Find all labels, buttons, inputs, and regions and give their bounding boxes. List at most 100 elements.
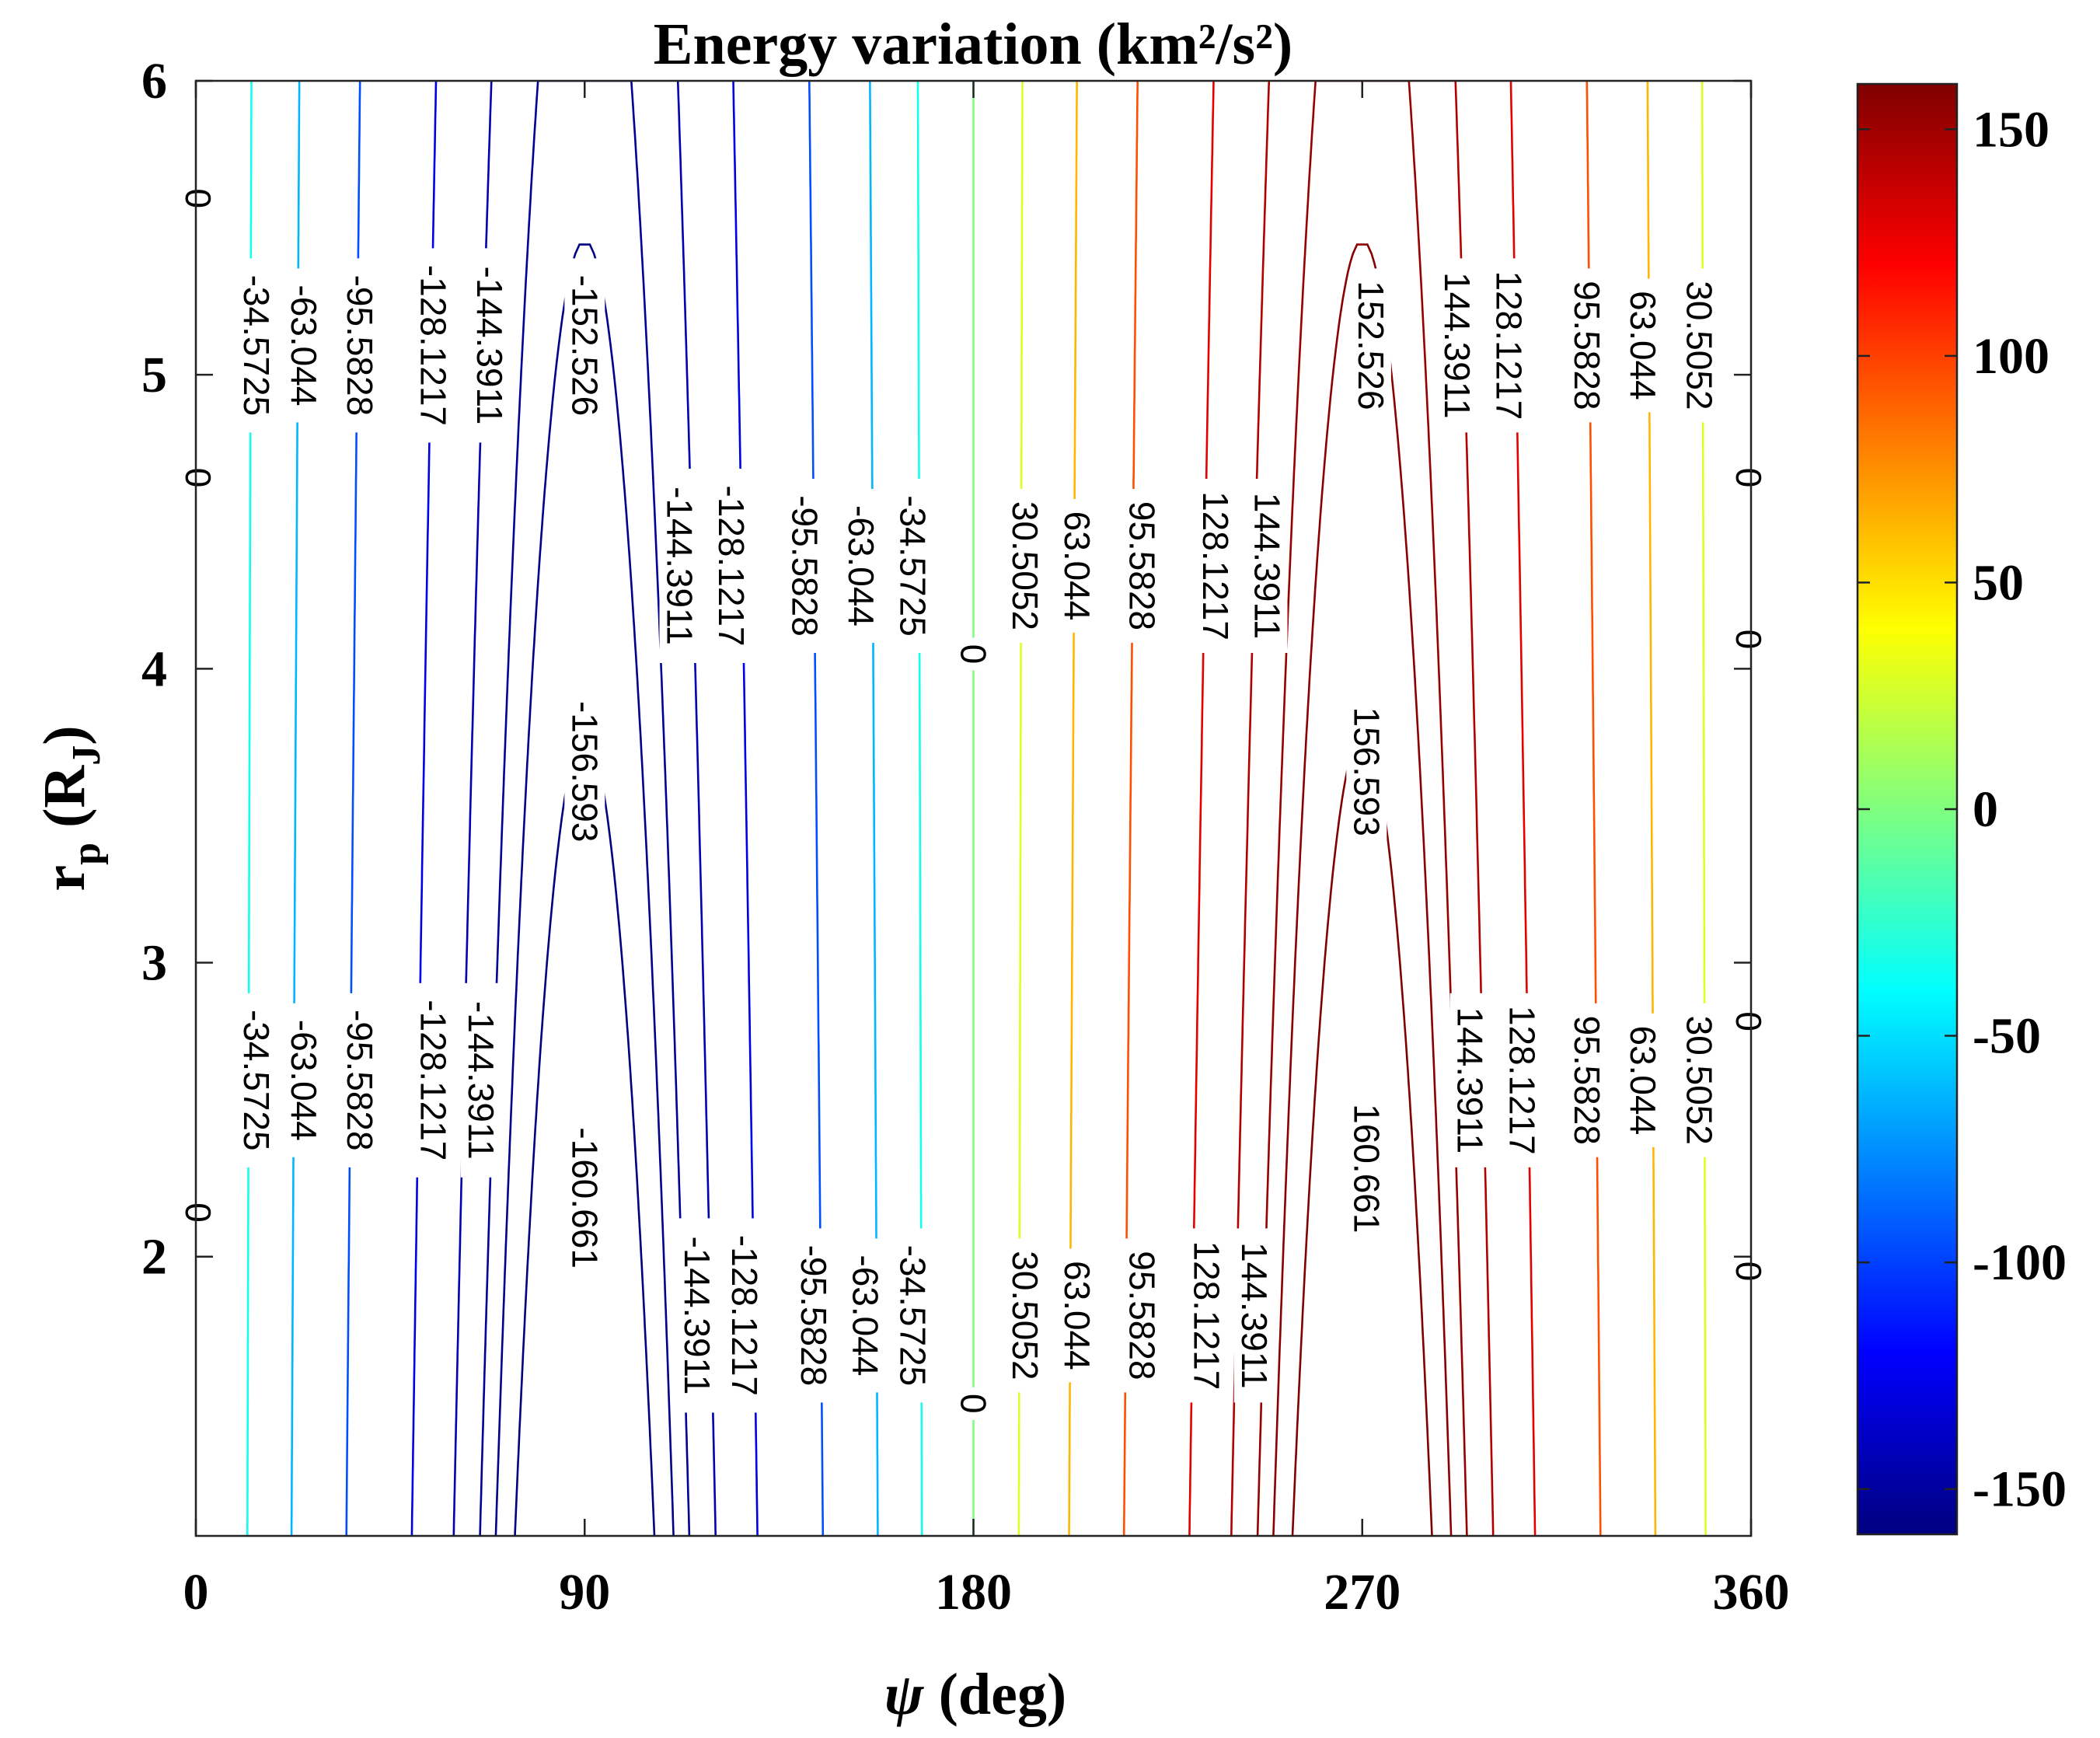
contour-label-bg [1728,1255,1770,1288]
contour-label: 0 [178,468,218,488]
contour-label-bg [711,469,752,663]
contour-label-bg [1056,1248,1097,1383]
contour-label: 63.044 [1623,1025,1663,1135]
y-axis-label: rp (RJ) [32,725,109,891]
contour-label-bg [1679,268,1720,423]
colorbar [1856,82,1959,1536]
colorbar-ticks: 150 100 50 0 -50 -100 -150 [1858,101,2067,1518]
contour-label: 160.661 [1346,1104,1387,1233]
contour-label: 0 [178,189,218,209]
contour-label-bg [1728,461,1770,494]
contour-label: -95.5828 [785,495,825,637]
contour-label: 0 [1728,1262,1769,1282]
colorbar-tick-label: 100 [1973,328,2049,385]
contour-label: -156.593 [564,701,605,843]
contour-label-bg [340,993,381,1167]
contour-label-bg [1233,1228,1275,1403]
contour-label-bg [676,1218,717,1413]
contour-label-bg [659,469,700,663]
colorbar-tick-label: 150 [1973,101,2049,158]
contour-label: -128.1217 [413,265,454,426]
chart-title: Energy variation (km²/s²) [654,12,1292,77]
contour-line [1272,243,1453,1536]
contour-label: -152.526 [564,275,605,417]
contour-label-bg [1623,1013,1663,1147]
contour-label: -128.1217 [413,1000,454,1160]
contour-label: 30.5052 [1005,1251,1045,1380]
contour-label-bg [953,637,994,671]
contour-label-bg [1056,499,1097,633]
contour-label: 95.5828 [1122,1251,1162,1380]
contour-label-bg [177,461,218,494]
contour-label: -34.5725 [236,275,277,417]
contour-label-bg [177,1196,218,1229]
contour-label-bg [1005,1238,1046,1393]
contour-label-bg [724,1218,765,1413]
contour-label-bg [1566,1003,1607,1157]
contour-label: -128.1217 [724,1235,765,1396]
contour-label: 128.1217 [1187,1241,1227,1390]
contour-label-bg [845,1238,886,1393]
contour-label: -63.044 [846,1255,886,1376]
x-tick-label: 270 [1324,1564,1401,1621]
y-tick-label: 3 [141,935,167,992]
contour-label: 0 [1728,630,1769,650]
contour-label-bg [784,479,825,653]
contour-line [494,243,675,1536]
contour-label-bg [469,248,510,443]
contour-label-bg [1350,268,1391,423]
contour-label-bg [564,258,605,433]
contour-label: -34.5725 [893,495,933,637]
x-axis-unit: (deg) [924,1662,1067,1727]
y-axis-unit-sub: J [65,745,109,766]
contour-label-bg [460,982,501,1178]
contour-label-bg [1247,479,1288,653]
contour-label: 128.1217 [1502,1006,1542,1155]
x-tick-label: 0 [183,1564,209,1621]
x-tick-label: 180 [935,1564,1012,1621]
contour-label: -144.3911 [461,1001,501,1160]
contour-labels: 0-34.5725 -63.044 -95.5828 -128.1217 -144.39… [177,182,1770,1420]
y-axis-ticks: 2 3 4 5 6 [141,53,1751,1286]
contour-label-bg [1502,993,1543,1167]
contour-label-bg [1346,1091,1387,1246]
contour-label-bg [284,1003,324,1157]
contour-label: 63.044 [1623,291,1663,400]
contour-label: 152.526 [1351,281,1391,410]
contour-label-bg [1186,1228,1227,1403]
contour-label: 156.593 [1346,707,1387,836]
colorbar-tick-label: -150 [1973,1461,2067,1518]
contour-label-bg [793,1228,834,1403]
colorbar-tick-label: -100 [1973,1234,2067,1291]
contour-label: -128.1217 [711,485,752,646]
contour-label-bg [1623,278,1663,413]
contour-label-bg [1195,479,1236,653]
contour-label-bg [953,1387,994,1420]
contour-label: -95.5828 [794,1245,834,1387]
contour-label-bg [235,993,277,1167]
x-axis-label: ψ (deg) [884,1662,1066,1727]
contour-label: -95.5828 [340,275,380,417]
contour-label: 0 [954,644,994,665]
contour-label-bg [235,258,277,433]
contour-label-bg [1728,623,1770,656]
contour-label: -34.5725 [236,1010,277,1151]
contour-label: -160.661 [564,1127,605,1269]
contour-label: -95.5828 [340,1010,380,1151]
contour-label-bg [841,489,881,643]
contour-label: 144.3911 [1437,272,1477,418]
colorbar-tick-label: 50 [1973,554,2024,611]
contour-label: -144.3911 [469,267,510,425]
contour-label: 0 [1728,1011,1769,1031]
contour-label: 128.1217 [1489,270,1530,420]
contour-label-bg [1728,1005,1770,1038]
contour-label: 0 [178,1202,218,1223]
contour-label: -63.044 [284,284,324,406]
x-axis-ticks: 0 90 180 270 360 [183,81,1790,1621]
contour-label-bg [1346,694,1387,849]
y-tick-label: 5 [141,347,167,403]
y-axis-sub: p [65,843,109,865]
contour-label-bg [340,258,381,433]
contour-label: 63.044 [1057,1261,1097,1370]
